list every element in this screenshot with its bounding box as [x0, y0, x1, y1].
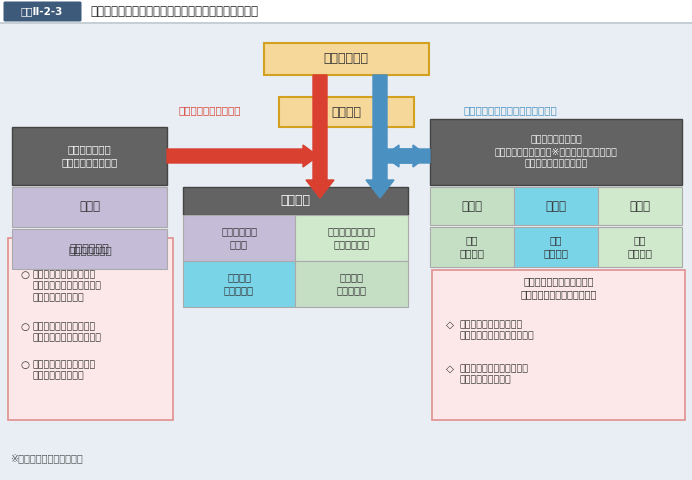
Bar [279, 97, 414, 127]
Text: 陸・海・空幕長は運用時の
後方補給などを支援: 陸・海・空幕長は運用時の 後方補給などを支援 [460, 364, 529, 385]
Bar [598, 227, 682, 267]
FancyBboxPatch shape [3, 1, 82, 22]
FancyArrow shape [384, 145, 430, 167]
Text: 運用以外の隊務に関する指揮系統: 運用以外の隊務に関する指揮系統 [463, 105, 557, 115]
Bar [183, 215, 295, 261]
Bar [295, 215, 408, 261]
Text: 海幕長: 海幕長 [545, 200, 567, 213]
Text: 自衛艦隊
司令官など: 自衛艦隊 司令官など [224, 273, 254, 296]
Bar [8, 238, 173, 420]
Bar [598, 187, 682, 225]
Text: 防衛大臣: 防衛大臣 [331, 106, 361, 119]
Text: 自衛隊に対する大臣の命
令は、統幕長が執行: 自衛隊に対する大臣の命 令は、統幕長が執行 [33, 360, 96, 381]
FancyArrow shape [167, 145, 318, 167]
Text: 統幕長: 統幕長 [79, 201, 100, 214]
FancyArrow shape [306, 75, 334, 198]
Bar [183, 261, 295, 307]
Text: 統幕長が自衛隊の運用に
関し、軍事専門的観点から
大臣を一元的に補佐: 統幕長が自衛隊の運用に 関し、軍事専門的観点から 大臣を一元的に補佐 [33, 270, 102, 302]
Text: 陸幕長: 陸幕長 [462, 200, 482, 213]
Text: 統幕長と陸・海・空幕長は
職務遂行に当たり密接に連携: 統幕長と陸・海・空幕長は 職務遂行に当たり密接に連携 [520, 276, 597, 300]
Text: 統幕長は後方補給などに
かかわる統一的な方针を明示: 統幕長は後方補給などに かかわる統一的な方针を明示 [460, 320, 535, 341]
Bar [12, 187, 167, 227]
Text: 部隊運用の責任
フォース・ユーザー: 部隊運用の責任 フォース・ユーザー [62, 144, 118, 168]
Bar [430, 119, 682, 185]
Text: 内閣総理大臣: 内閣総理大臣 [323, 52, 369, 65]
Text: 航空総隊
司令官など: 航空総隊 司令官など [336, 273, 367, 296]
Text: ※統合訓練は統幕長の責任: ※統合訓練は統幕長の責任 [10, 453, 83, 463]
FancyArrow shape [366, 75, 394, 198]
Text: 統合運用の基本: 統合運用の基本 [69, 245, 112, 255]
Text: 海上
幕僚監部: 海上 幕僚監部 [543, 235, 569, 259]
Text: ○: ○ [20, 360, 29, 370]
Text: 統合幕僚監部: 統合幕僚監部 [70, 244, 109, 254]
Bar [12, 127, 167, 185]
Text: 空幕長: 空幕長 [630, 200, 650, 213]
Text: 実動部隊: 実動部隊 [280, 194, 311, 207]
Text: 陸上総隊司令官、
方面総監など: 陸上総隊司令官、 方面総監など [327, 227, 376, 250]
Text: ◇: ◇ [446, 320, 454, 330]
Text: 統合任務部隊
指揮官: 統合任務部隊 指揮官 [221, 227, 257, 250]
Text: 図表Ⅱ-2-3: 図表Ⅱ-2-3 [21, 7, 63, 16]
Text: 自衛隊の運用体制及び統幕長と陸・海・空幕長の役割: 自衛隊の運用体制及び統幕長と陸・海・空幕長の役割 [90, 5, 258, 18]
Bar [430, 227, 514, 267]
FancyArrow shape [382, 145, 428, 167]
Text: 航空
幕僚監部: 航空 幕僚監部 [628, 235, 653, 259]
Bar [514, 227, 598, 267]
Text: 陸上
幕僚監部: 陸上 幕僚監部 [459, 235, 484, 259]
Bar [514, 187, 598, 225]
Bar [12, 229, 167, 269]
Bar [183, 187, 408, 215]
Bar [430, 187, 514, 225]
Bar [295, 261, 408, 307]
Text: ○: ○ [20, 322, 29, 332]
Bar [0, 0, 692, 22]
Bar [264, 43, 429, 75]
Text: ○: ○ [20, 270, 29, 280]
Bar [432, 270, 685, 420]
Text: 運用に関する指揮系統: 運用に関する指揮系統 [179, 105, 242, 115]
Text: 自衛隊に対する大臣の指
揮は、統幕長を通じて行う: 自衛隊に対する大臣の指 揮は、統幕長を通じて行う [33, 322, 102, 343]
Text: 部隊運用以外の責任
（人事、教育、訓練（※）、防衛力整備など）
フォース・プロバイダー: 部隊運用以外の責任 （人事、教育、訓練（※）、防衛力整備など） フォース・プロバ… [495, 136, 617, 168]
Text: ◇: ◇ [446, 364, 454, 374]
